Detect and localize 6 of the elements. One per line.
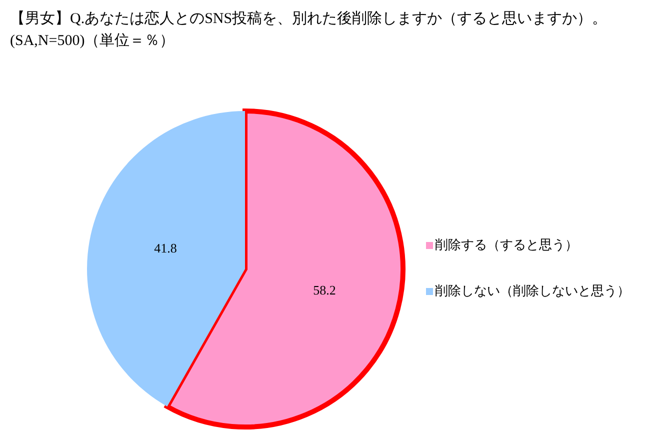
chart-title: 【男女】Q.あなたは恋人とのSNS投稿を、別れた後削除しますか（すると思いますか）。	[9, 9, 608, 29]
legend-label: 削除しない（削除しないと思う）	[434, 282, 630, 300]
data-label: 41.8	[154, 240, 177, 256]
legend-label: 削除する（すると思う）	[434, 236, 579, 254]
data-label: 58.2	[313, 282, 336, 298]
chart-subtitle: (SA,N=500)（単位＝％）	[9, 32, 176, 51]
